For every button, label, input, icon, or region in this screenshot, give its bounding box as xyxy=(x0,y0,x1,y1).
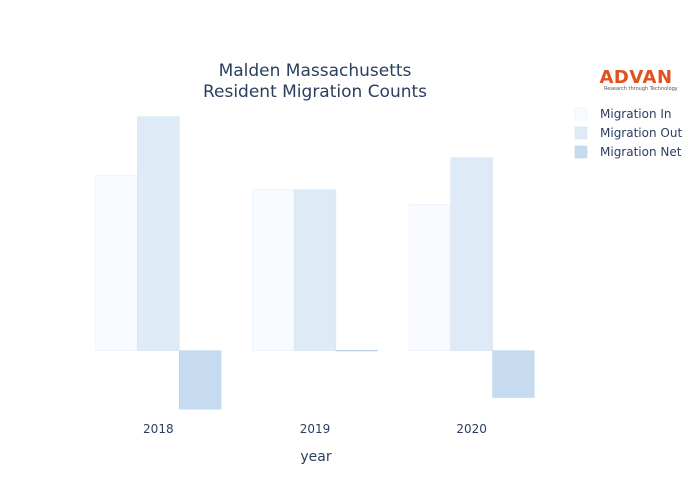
legend-swatch xyxy=(574,126,588,140)
bar-migration-in-2018 xyxy=(95,174,138,351)
x-tick-label: 2019 xyxy=(300,422,331,436)
legend: Migration In Migration Out Migration Net xyxy=(574,107,682,159)
chart-title: Malden Massachusetts Resident Migration … xyxy=(203,61,427,102)
chart-title-line-2: Resident Migration Counts xyxy=(203,82,427,102)
legend-swatch xyxy=(574,107,588,121)
legend-label: Migration Out xyxy=(600,126,682,140)
bar-migration-in-2019 xyxy=(252,189,295,351)
x-axis-title: year xyxy=(300,449,331,465)
legend-item-migration-out[interactable]: Migration Out xyxy=(574,126,682,140)
bar-migration-net-2019 xyxy=(335,350,378,352)
advan-logo-wordmark: ADVAN xyxy=(599,67,672,88)
advan-logo-tagline: Research through Technology xyxy=(604,86,678,92)
bar-migration-out-2020 xyxy=(450,157,493,351)
bar-migration-net-2018 xyxy=(178,350,222,410)
bar-migration-net-2020 xyxy=(492,350,535,398)
advan-logo: ADVAN Research through Technology xyxy=(599,67,677,92)
legend-item-migration-net[interactable]: Migration Net xyxy=(574,145,682,159)
legend-swatch xyxy=(574,145,588,159)
legend-label: Migration In xyxy=(600,107,672,121)
legend-label: Migration Net xyxy=(600,145,682,159)
bar-migration-out-2019 xyxy=(293,189,337,351)
bar-migration-out-2018 xyxy=(137,116,180,351)
bars-layer xyxy=(95,116,535,410)
bar-migration-in-2020 xyxy=(408,204,452,351)
legend-item-migration-in[interactable]: Migration In xyxy=(574,107,672,121)
chart-title-line-1: Malden Massachusetts xyxy=(219,61,412,81)
x-tick-label: 2018 xyxy=(143,422,174,436)
x-tick-label: 2020 xyxy=(456,422,487,436)
x-axis-ticks: 2018 2019 2020 xyxy=(143,422,487,436)
